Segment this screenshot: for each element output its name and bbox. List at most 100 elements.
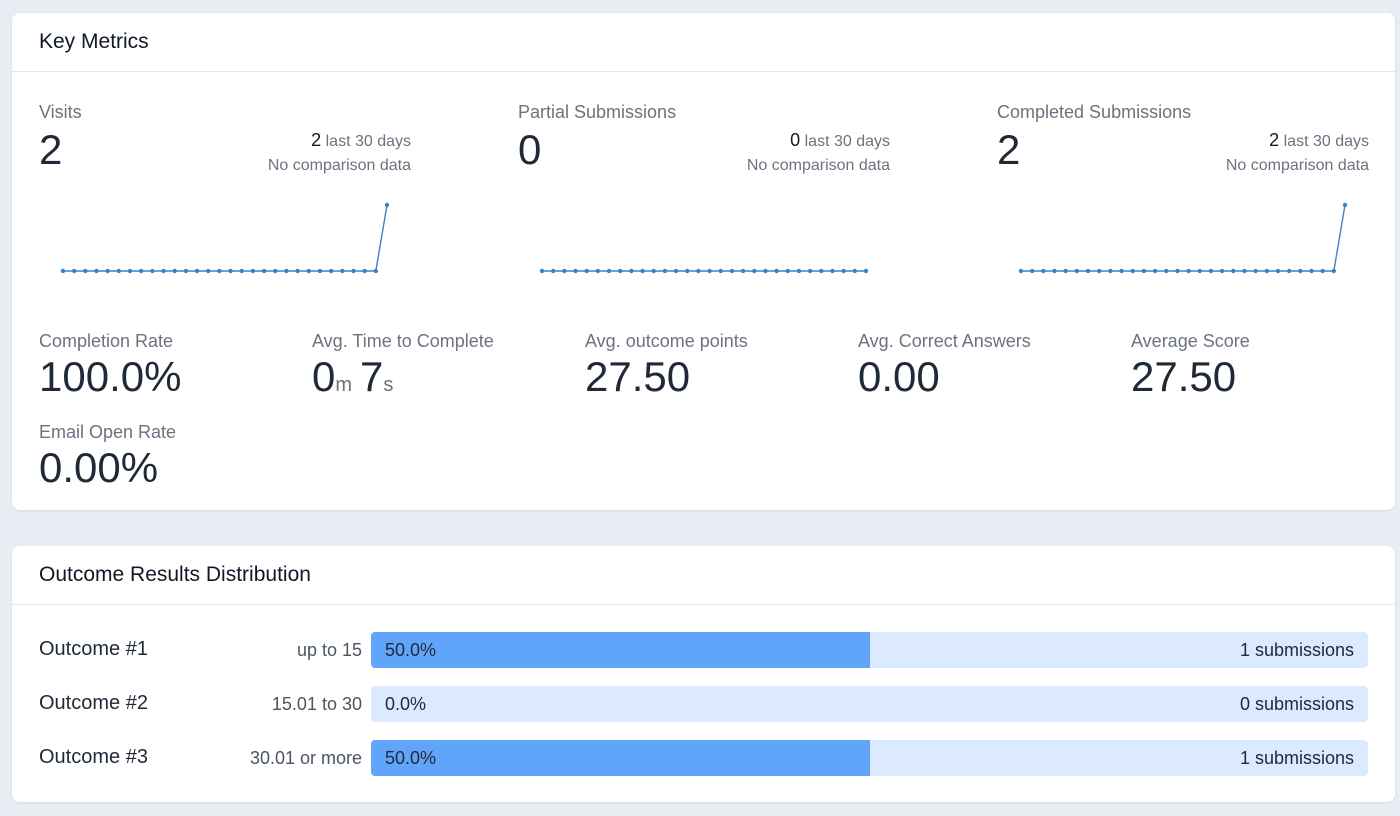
avg-outcome-points-metric: Avg. outcome points 27.50 xyxy=(585,331,845,398)
sparkline-point xyxy=(740,268,746,274)
completed-submissions-recent-count: 2 xyxy=(1269,130,1280,150)
sparkline-point xyxy=(841,268,846,274)
sparkline-point xyxy=(763,268,768,274)
outcome-name: Outcome #3 xyxy=(39,746,148,768)
completed-submissions-comparison: No comparison data xyxy=(1225,157,1369,174)
sparkline-point xyxy=(1085,268,1091,274)
outcome-bar-track: 0.0% 0 submissions xyxy=(371,686,1368,722)
visits-recent-count: 2 xyxy=(311,130,322,150)
outcome-percent: 50.0% xyxy=(385,748,437,768)
sparkline-point xyxy=(1063,268,1068,274)
sparkline-point xyxy=(194,268,200,274)
avg-time-seconds-unit: s xyxy=(383,374,394,396)
sparkline-point xyxy=(1052,268,1057,274)
sparkline-point xyxy=(796,268,802,274)
sparkline-point xyxy=(340,268,345,274)
sparkline-point xyxy=(1208,268,1214,274)
outcome-results-title: Outcome Results Distribution xyxy=(12,546,1395,605)
sparkline-point xyxy=(1342,202,1348,208)
sparkline-line xyxy=(1021,204,1346,272)
visits-label: Visits xyxy=(39,102,82,122)
outcome-percent: 50.0% xyxy=(385,640,437,660)
sparkline-point xyxy=(550,268,556,274)
outcome-bar-track: 50.0% 1 submissions xyxy=(371,632,1368,668)
sparkline-point xyxy=(206,268,211,274)
sparkline-point xyxy=(1041,268,1046,274)
sparkline-point xyxy=(183,268,189,274)
completion-rate-value: 100.0% xyxy=(39,353,182,400)
sparkline-point xyxy=(116,268,122,274)
key-metrics-title: Key Metrics xyxy=(12,13,1395,72)
sparkline-point xyxy=(83,268,88,274)
sparkline-point xyxy=(1018,268,1024,274)
outcome-row: Outcome #2 15.01 to 30 0.0% 0 submission… xyxy=(12,685,1395,723)
sparkline-line xyxy=(63,204,388,272)
sparkline-point xyxy=(1029,268,1035,274)
avg-outcome-points-value: 27.50 xyxy=(585,353,691,400)
sparkline-point xyxy=(1141,268,1147,274)
outcome-range: 15.01 to 30 xyxy=(271,694,362,714)
sparkline-point xyxy=(139,268,144,274)
sparkline-point xyxy=(295,268,300,274)
sparkline-point xyxy=(1097,268,1102,274)
sparkline-point xyxy=(673,268,679,274)
sparkline-point xyxy=(573,268,578,274)
sparkline-point xyxy=(863,268,869,274)
sparkline-point xyxy=(718,268,723,274)
sparkline-point xyxy=(774,268,779,274)
sparkline-point xyxy=(60,268,66,274)
completed-submissions-recent: 2 last 30 days No comparison data xyxy=(1226,128,1369,178)
outcome-submissions: 1 submissions xyxy=(1239,640,1354,660)
sparkline-point xyxy=(752,268,757,274)
sparkline-point xyxy=(662,268,668,274)
avg-time-minutes-unit: m xyxy=(335,374,353,396)
completion-rate-metric: Completion Rate 100.0% xyxy=(39,331,299,398)
sparkline-point xyxy=(284,268,289,274)
sparkline-point xyxy=(1197,268,1202,274)
sparkline-point xyxy=(261,268,267,274)
sparkline-point xyxy=(819,268,824,274)
sparkline-point xyxy=(1130,268,1135,274)
sparkline-point xyxy=(71,268,77,274)
sparkline-point xyxy=(584,268,589,274)
outcome-submissions: 1 submissions xyxy=(1239,748,1354,768)
avg-correct-answers-label: Avg. Correct Answers xyxy=(858,331,1031,351)
visits-recent: 2 last 30 days No comparison data xyxy=(268,128,411,178)
average-score-value: 27.50 xyxy=(1131,353,1237,400)
avg-time-minutes: 0 xyxy=(312,353,336,400)
email-open-rate-label: Email Open Rate xyxy=(39,422,177,442)
avg-time-seconds: 7 xyxy=(360,353,384,400)
outcome-row: Outcome #3 30.01 or more 50.0% 1 submiss… xyxy=(12,739,1395,777)
sparkline-point xyxy=(1164,268,1169,274)
partial-submissions-metric: Partial Submissions 0 0 last 30 days No … xyxy=(518,102,890,292)
sparkline-point xyxy=(94,268,99,274)
sparkline-point xyxy=(317,268,323,274)
avg-time-label: Avg. Time to Complete xyxy=(312,331,494,351)
visits-recent-label: last 30 days xyxy=(325,133,411,150)
sparkline-point xyxy=(1242,268,1247,274)
sparkline-point xyxy=(1309,268,1314,274)
visits-comparison: No comparison data xyxy=(267,157,411,174)
average-score-label: Average Score xyxy=(1131,331,1250,351)
partial-submissions-value: 0 xyxy=(518,126,542,173)
avg-time-metric: Avg. Time to Complete 0m 7s xyxy=(312,331,572,398)
key-metrics-card: Key Metrics Visits 2 2 last 30 days No c… xyxy=(12,13,1395,510)
outcome-bar-track: 50.0% 1 submissions xyxy=(371,740,1368,776)
outcome-submissions: 0 submissions xyxy=(1239,694,1354,714)
sparkline-point xyxy=(830,268,835,274)
sparkline-point xyxy=(606,268,612,274)
partial-submissions-recent-count: 0 xyxy=(790,130,801,150)
email-open-rate-metric: Email Open Rate 0.00% xyxy=(39,422,299,489)
sparkline-point xyxy=(1119,268,1124,274)
avg-time-value: 0m 7s xyxy=(312,356,572,398)
outcome-row: Outcome #1 up to 15 50.0% 1 submissions xyxy=(12,631,1395,669)
completed-submissions-sparkline xyxy=(1018,202,1348,274)
outcome-name: Outcome #2 xyxy=(39,692,148,714)
sparkline-point xyxy=(729,268,735,274)
sparkline-point xyxy=(161,268,166,274)
sparkline-point xyxy=(373,268,379,274)
sparkline-point xyxy=(362,268,367,274)
sparkline-point xyxy=(1186,268,1191,274)
sparkline-point xyxy=(651,268,656,274)
visits-metric: Visits 2 2 last 30 days No comparison da… xyxy=(39,102,411,292)
